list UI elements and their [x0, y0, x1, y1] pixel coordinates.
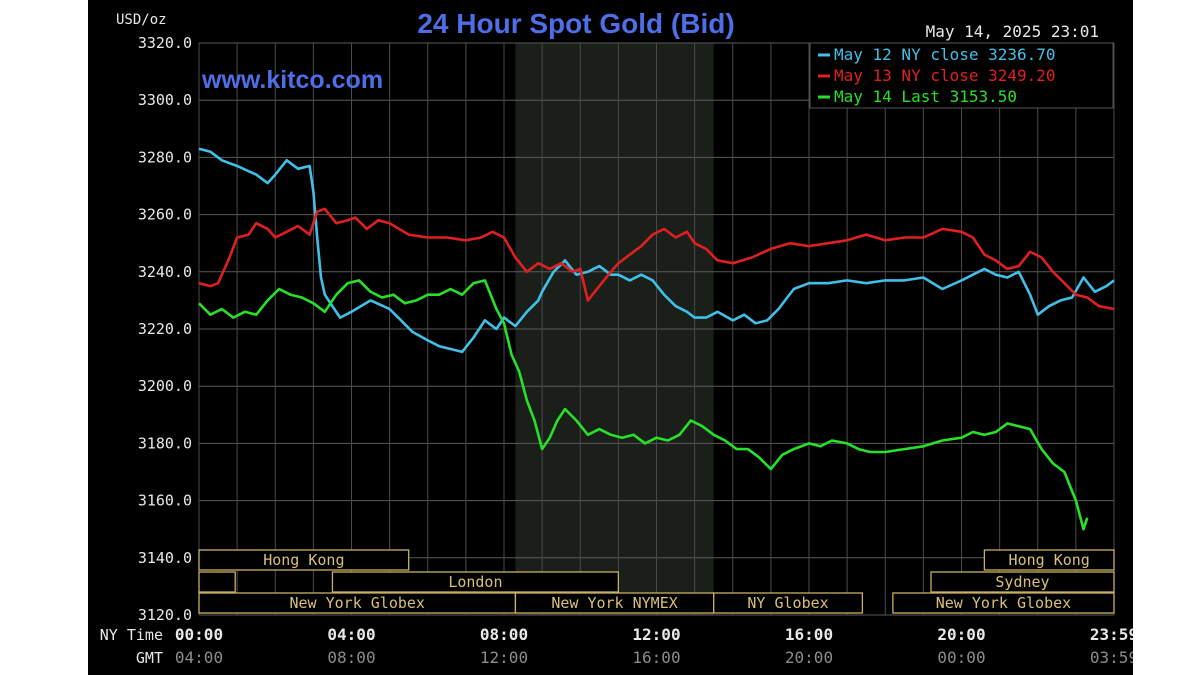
session-block: Hong Kong	[198, 549, 410, 571]
session-block	[198, 571, 236, 593]
y-tick-label: 3120.0	[138, 606, 192, 624]
session-box	[930, 571, 1115, 593]
session-label: NY Globex	[747, 594, 828, 612]
session-label: Sydney	[995, 573, 1049, 591]
legend: May 12 NY close 3236.70 May 13 NY close 3…	[809, 42, 1114, 109]
series-line	[198, 147, 1115, 354]
x-axis: NY Time 00:00 04:00 08:00 12:00 16:00 20:00 23:…	[100, 625, 1133, 667]
y-axis-unit: USD/oz	[116, 12, 167, 28]
session-box	[198, 549, 410, 571]
y-tick-label: 3180.0	[138, 434, 192, 452]
price-lines	[198, 147, 1115, 531]
timestamp: May 14, 2025 23:01	[926, 22, 1099, 41]
y-tick-label: 3260.0	[138, 206, 192, 224]
session-box	[198, 571, 236, 593]
x-tick-label: 00:00	[937, 648, 985, 667]
market-sessions: Hong Kong Hong Kong London Sydney New York G…	[198, 549, 1115, 614]
x-tick-label: 08:00	[327, 648, 375, 667]
series-line	[198, 207, 1115, 311]
series-line	[198, 279, 1089, 531]
watermark-url: www.kitco.com	[201, 66, 383, 94]
x-tick-label: 00:00	[175, 625, 223, 644]
x-tick-label: 12:00	[480, 648, 528, 667]
y-tick-label: 3220.0	[138, 320, 192, 338]
session-block: Hong Kong	[983, 549, 1115, 571]
legend-item: May 14 Last 3153.50	[818, 87, 1017, 106]
session-block: London	[331, 571, 620, 593]
y-tick-label: 3200.0	[138, 377, 192, 395]
x-tick-label: 20:00	[785, 648, 833, 667]
session-box	[331, 571, 620, 593]
x-tick-label: 08:00	[480, 625, 528, 644]
session-label: New York Globex	[936, 594, 1071, 612]
y-tick-label: 3320.0	[138, 34, 192, 52]
session-block: NY Globex	[713, 592, 864, 614]
legend-label: May 12 NY close 3236.70	[834, 45, 1056, 64]
session-label: New York Globex	[289, 594, 424, 612]
x-axis-row-label: GMT	[136, 649, 163, 667]
chart-title: 24 Hour Spot Gold (Bid)	[417, 8, 734, 39]
legend-item: May 12 NY close 3236.70	[818, 45, 1056, 64]
legend-item: May 13 NY close 3249.20	[818, 66, 1056, 85]
legend-box	[809, 42, 1114, 109]
session-block: Sydney	[930, 571, 1115, 593]
session-label: New York NYMEX	[551, 594, 677, 612]
session-box	[983, 549, 1115, 571]
y-tick-label: 3240.0	[138, 263, 192, 281]
session-block: New York Globex	[198, 592, 517, 614]
legend-label: May 13 NY close 3249.20	[834, 66, 1056, 85]
x-tick-label: 20:00	[937, 625, 985, 644]
y-tick-label: 3300.0	[138, 91, 192, 109]
session-label: Hong Kong	[1009, 551, 1090, 569]
session-block: New York Globex	[892, 592, 1115, 614]
y-tick-label: 3160.0	[138, 492, 192, 510]
x-tick-label: 16:00	[632, 648, 680, 667]
session-box	[713, 592, 864, 614]
session-block: New York NYMEX	[514, 592, 715, 614]
session-label: London	[448, 573, 502, 591]
chart-panel: Hong Kong Hong Kong London Sydney New York G…	[88, 0, 1133, 675]
gridlines	[198, 42, 1115, 616]
x-tick-label: 23:59	[1090, 625, 1133, 644]
x-tick-label: 03:59	[1090, 648, 1133, 667]
x-tick-label: 04:00	[175, 648, 223, 667]
x-tick-label: 12:00	[632, 625, 680, 644]
x-tick-label: 16:00	[785, 625, 833, 644]
y-tick-label: 3140.0	[138, 549, 192, 567]
x-tick-label: 04:00	[327, 625, 375, 644]
y-axis: 3120.0 3140.0 3160.0 3180.0 3200.0 3220.0 3240…	[138, 34, 192, 624]
gold-price-chart: Hong Kong Hong Kong London Sydney New York G…	[100, 8, 1133, 667]
legend-label: May 14 Last 3153.50	[834, 87, 1017, 106]
x-axis-row-label: NY Time	[100, 626, 163, 644]
session-box	[892, 592, 1115, 614]
y-tick-label: 3280.0	[138, 148, 192, 166]
session-label: Hong Kong	[263, 551, 344, 569]
legend-items: May 12 NY close 3236.70 May 13 NY close 3…	[818, 45, 1056, 106]
